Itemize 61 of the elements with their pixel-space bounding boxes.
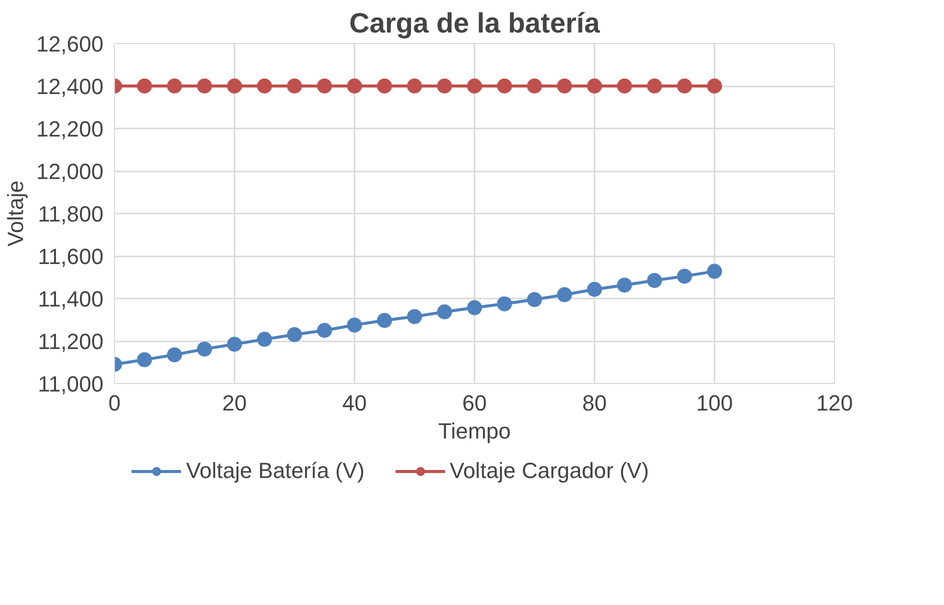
point: [497, 78, 512, 94]
point: [407, 309, 422, 324]
point: [167, 347, 182, 362]
point: [227, 336, 242, 352]
point: [137, 78, 152, 94]
y-tick-label: 11,400: [38, 286, 104, 312]
y-tick-label: 12,600: [36, 32, 104, 56]
point: [587, 282, 602, 297]
x-tick-label: 60: [462, 390, 487, 416]
point: [497, 296, 512, 312]
point: [137, 352, 152, 368]
x-tick-label: 100: [696, 390, 733, 416]
y-axis-title: Voltaje: [3, 180, 28, 247]
point: [527, 78, 542, 94]
point: [557, 78, 572, 94]
point: [647, 78, 662, 94]
point: [527, 292, 542, 308]
legend-label: Voltaje Cargador (V): [450, 458, 649, 484]
point: [317, 322, 332, 338]
point: [227, 78, 242, 94]
point: [707, 78, 722, 94]
point: [587, 78, 602, 94]
point: [437, 78, 452, 94]
point: [437, 304, 452, 320]
point: [617, 278, 632, 293]
point: [467, 78, 482, 94]
y-tick-label: 11,000: [38, 372, 104, 396]
point: [167, 78, 182, 94]
y-tick-label: 12,000: [36, 159, 104, 184]
x-tick-label: 120: [816, 390, 853, 416]
x-tick-label: 0: [108, 390, 121, 416]
x-tick-label: 20: [222, 390, 247, 416]
point: [467, 300, 482, 316]
point: [617, 78, 632, 94]
point: [647, 272, 662, 288]
y-tick-label: 11,200: [38, 329, 104, 354]
point: [407, 78, 422, 94]
chart-title: Carga de la batería: [349, 8, 600, 38]
x-tick-label: 40: [342, 390, 367, 416]
x-axis-title: Tiempo: [438, 418, 511, 444]
y-tick-label: 12,200: [36, 116, 104, 142]
y-tick-label: 11,800: [38, 202, 104, 226]
point: [377, 312, 392, 328]
y-tick-label: 12,400: [36, 74, 104, 99]
point: [707, 264, 722, 279]
point: [677, 78, 692, 94]
point: [377, 78, 392, 94]
point: [317, 78, 332, 94]
point: [257, 78, 272, 94]
point: [287, 327, 302, 342]
point: [677, 268, 692, 284]
point: [287, 78, 302, 94]
point: [557, 287, 572, 302]
point: [347, 78, 362, 94]
x-tick-label: 80: [582, 390, 607, 416]
point: [197, 342, 212, 357]
y-tick-label: 11,600: [38, 244, 104, 269]
legend-label: Voltaje Batería (V): [186, 458, 365, 484]
point: [197, 78, 212, 94]
point: [257, 332, 272, 347]
point: [347, 318, 362, 333]
